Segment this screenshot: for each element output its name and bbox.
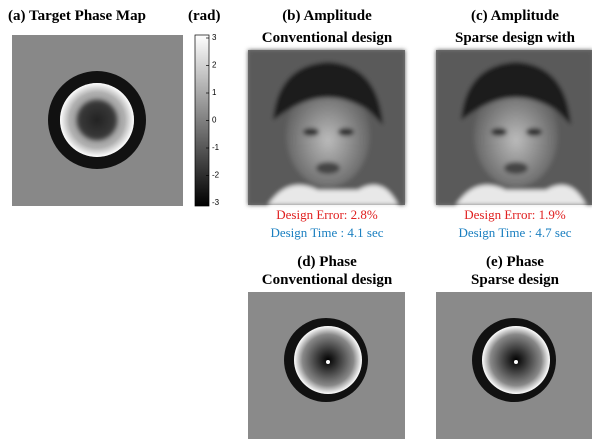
panel-subtitle: Conventional design — [262, 272, 393, 288]
panel-title: (d) Phase — [297, 254, 357, 270]
colorbar-tick-label: -3 — [212, 198, 220, 207]
colorbar-tick-label: 2 — [212, 61, 217, 70]
colorbar-tick-label: -1 — [212, 143, 220, 152]
phase-image — [436, 292, 592, 439]
colorbar-tick-label: 1 — [212, 88, 217, 97]
colorbar-tick-label: 3 — [212, 33, 217, 42]
design-time: Design Time : 4.1 sec — [270, 225, 383, 240]
colorbar-tick-label: -2 — [212, 171, 220, 180]
panel-subtitle: Sparse design with — [455, 30, 576, 46]
panel-subtitle: Sparse design — [471, 272, 560, 288]
design-error: Design Error: 2.8% — [276, 207, 378, 222]
colorbar-tick-label: 0 — [212, 116, 217, 125]
panel-title: (a) Target Phase Map — [8, 8, 146, 24]
figure: (a) Target Phase Map (rad) 3 2 1 0 -1 -2 -3 (b… — [0, 0, 592, 439]
panel-title: (c) Amplitude — [471, 8, 559, 24]
panel-subtitle: Conventional design — [262, 30, 393, 46]
amplitude-image — [248, 50, 405, 205]
amplitude-image — [436, 50, 592, 205]
target-phase-image — [12, 35, 183, 206]
panel-title: (b) Amplitude — [282, 8, 372, 24]
design-time: Design Time : 4.7 sec — [458, 225, 571, 240]
design-error: Design Error: 1.9% — [464, 207, 566, 222]
unit-label: (rad) — [188, 8, 221, 24]
phase-image — [248, 292, 405, 439]
panel-title: (e) Phase — [486, 254, 544, 270]
